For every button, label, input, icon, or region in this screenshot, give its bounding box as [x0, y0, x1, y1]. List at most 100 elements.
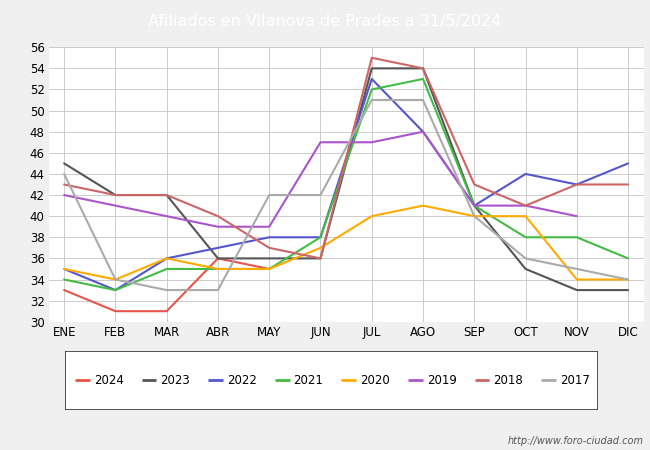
Text: 2024: 2024 [94, 374, 124, 387]
2023 [214, 256, 222, 261]
2023 [573, 288, 580, 293]
2023 [317, 256, 324, 261]
2022 [214, 245, 222, 251]
2020 [624, 277, 632, 282]
2022 [112, 288, 120, 293]
2021 [419, 76, 427, 81]
2022 [162, 256, 170, 261]
Line: 2019: 2019 [64, 132, 577, 227]
2021 [317, 234, 324, 240]
2022 [265, 234, 273, 240]
2018 [60, 182, 68, 187]
2023 [419, 66, 427, 71]
2019 [419, 129, 427, 135]
Line: 2020: 2020 [64, 206, 628, 279]
Line: 2022: 2022 [64, 79, 628, 290]
2018 [419, 66, 427, 71]
2018 [214, 213, 222, 219]
2022 [471, 203, 478, 208]
2022 [522, 171, 530, 177]
2019 [60, 192, 68, 198]
2018 [265, 245, 273, 251]
2017 [317, 192, 324, 198]
2019 [471, 203, 478, 208]
2023 [471, 203, 478, 208]
2017 [162, 288, 170, 293]
2017 [522, 256, 530, 261]
2020 [471, 213, 478, 219]
Text: 2022: 2022 [227, 374, 257, 387]
2018 [624, 182, 632, 187]
Text: http://www.foro-ciudad.com: http://www.foro-ciudad.com [508, 436, 644, 446]
Line: 2018: 2018 [64, 58, 628, 258]
2022 [60, 266, 68, 272]
2021 [112, 288, 120, 293]
Text: Afiliados en Vilanova de Prades a 31/5/2024: Afiliados en Vilanova de Prades a 31/5/2… [148, 14, 502, 29]
Line: 2017: 2017 [64, 100, 628, 290]
2017 [624, 277, 632, 282]
2021 [214, 266, 222, 272]
2019 [265, 224, 273, 230]
2022 [573, 182, 580, 187]
Text: 2020: 2020 [360, 374, 390, 387]
2023 [112, 192, 120, 198]
2019 [112, 203, 120, 208]
2019 [162, 213, 170, 219]
2024 [60, 288, 68, 293]
2021 [573, 234, 580, 240]
2018 [471, 182, 478, 187]
2020 [573, 277, 580, 282]
2021 [60, 277, 68, 282]
2023 [60, 161, 68, 166]
2019 [368, 140, 376, 145]
Text: 2017: 2017 [560, 374, 590, 387]
Line: 2023: 2023 [64, 68, 628, 290]
2020 [214, 266, 222, 272]
2020 [112, 277, 120, 282]
2021 [471, 203, 478, 208]
Text: 2019: 2019 [427, 374, 457, 387]
2022 [317, 234, 324, 240]
Text: 2023: 2023 [161, 374, 190, 387]
2019 [317, 140, 324, 145]
2021 [265, 266, 273, 272]
2020 [522, 213, 530, 219]
2017 [214, 288, 222, 293]
2021 [368, 87, 376, 92]
2017 [265, 192, 273, 198]
2018 [162, 192, 170, 198]
2024 [162, 309, 170, 314]
2021 [522, 234, 530, 240]
2017 [471, 213, 478, 219]
Line: 2024: 2024 [64, 258, 269, 311]
2023 [162, 192, 170, 198]
2023 [624, 288, 632, 293]
Line: 2021: 2021 [64, 79, 628, 290]
2020 [368, 213, 376, 219]
Text: 2021: 2021 [294, 374, 324, 387]
2020 [60, 266, 68, 272]
2017 [419, 97, 427, 103]
2018 [368, 55, 376, 60]
2023 [368, 66, 376, 71]
2018 [522, 203, 530, 208]
2017 [573, 266, 580, 272]
2017 [112, 277, 120, 282]
2019 [573, 213, 580, 219]
2024 [214, 256, 222, 261]
2020 [317, 245, 324, 251]
2023 [522, 266, 530, 272]
2020 [265, 266, 273, 272]
2024 [265, 266, 273, 272]
Text: 2018: 2018 [493, 374, 523, 387]
2017 [60, 171, 68, 177]
2018 [573, 182, 580, 187]
2021 [624, 256, 632, 261]
2022 [419, 129, 427, 135]
2019 [214, 224, 222, 230]
2023 [265, 256, 273, 261]
2024 [112, 309, 120, 314]
2020 [419, 203, 427, 208]
2022 [368, 76, 376, 81]
2018 [112, 192, 120, 198]
